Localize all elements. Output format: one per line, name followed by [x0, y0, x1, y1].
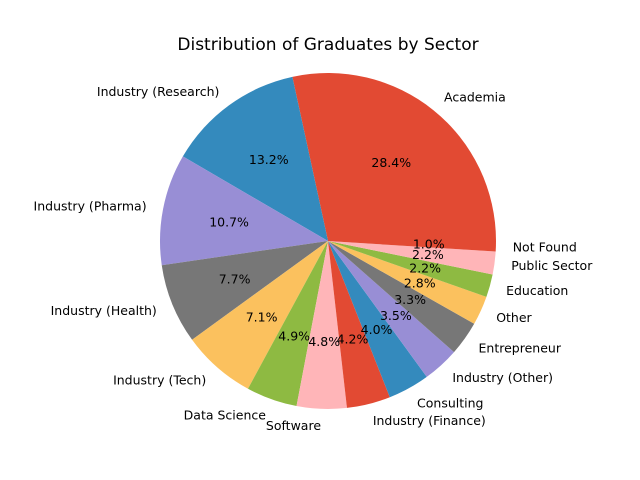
category-label-not-found: Not Found — [513, 239, 577, 254]
percent-label-industry-finance: 4.2% — [337, 331, 369, 346]
category-label-entrepreneur: Entrepreneur — [479, 341, 562, 356]
chart-title: Distribution of Graduates by Sector — [177, 35, 478, 55]
pie-slices — [159, 73, 497, 410]
category-label-industry-other: Industry (Other) — [452, 370, 553, 385]
percent-label-education: 2.2% — [409, 260, 441, 275]
percent-label-public-sector: 2.2% — [412, 247, 444, 262]
category-label-industry-health: Industry (Health) — [51, 303, 157, 318]
category-label-industry-pharma: Industry (Pharma) — [34, 198, 147, 213]
pie-slice-entrepreneur — [328, 241, 475, 353]
pie-slice-industry-health — [161, 241, 328, 340]
category-label-other: Other — [496, 310, 532, 325]
pie-slice-not-found — [328, 241, 497, 252]
percent-labels: 28.4% 13.2% 10.7% 7.7% 7.1%4.9%4.8%4.2%4.0%3… — [209, 152, 445, 349]
pie-slice-industry-tech — [192, 241, 328, 389]
category-label-education: Education — [506, 283, 568, 298]
percent-label-software: 4.8% — [308, 334, 340, 349]
percent-label-consulting: 4.0% — [361, 322, 393, 337]
percent-label-industry-research: 13.2% — [249, 152, 289, 167]
category-label-public-sector: Public Sector — [511, 258, 593, 273]
pie-slice-industry-research — [182, 76, 328, 241]
pie-slice-education — [328, 241, 493, 297]
percent-label-industry-tech: 7.1% — [246, 309, 278, 324]
category-label-industry-finance: Industry (Finance) — [373, 413, 486, 428]
percent-label-academia: 28.4% — [371, 155, 411, 170]
pie-slice-industry-finance — [328, 241, 390, 408]
pie-slice-academia — [292, 73, 496, 241]
pie-slice-other — [328, 241, 487, 324]
pie-slice-software — [296, 241, 347, 410]
category-label-academia: Academia — [444, 90, 506, 105]
percent-label-other: 2.8% — [404, 275, 436, 290]
pie-slice-consulting — [328, 241, 427, 398]
category-label-data-science: Data Science — [184, 408, 267, 423]
pie-slice-industry-other — [328, 241, 455, 377]
category-label-industry-tech: Industry (Tech) — [113, 373, 206, 388]
percent-label-industry-health: 7.7% — [219, 271, 251, 286]
category-label-industry-research: Industry (Research) — [97, 84, 219, 99]
percent-label-industry-pharma: 10.7% — [209, 214, 249, 229]
category-labels: Academia Industry (Research) Industry (Pha… — [34, 84, 594, 433]
pie-slice-industry-pharma — [159, 156, 328, 266]
percent-label-industry-other: 3.5% — [380, 308, 412, 323]
percent-label-data-science: 4.9% — [278, 328, 310, 343]
percent-label-entrepreneur: 3.3% — [394, 292, 426, 307]
percent-label-not-found: 1.0% — [413, 237, 445, 252]
pie-slice-data-science — [247, 241, 328, 407]
pie-slice-public-sector — [328, 241, 496, 275]
category-label-consulting: Consulting — [417, 395, 483, 410]
category-label-software: Software — [266, 418, 321, 433]
